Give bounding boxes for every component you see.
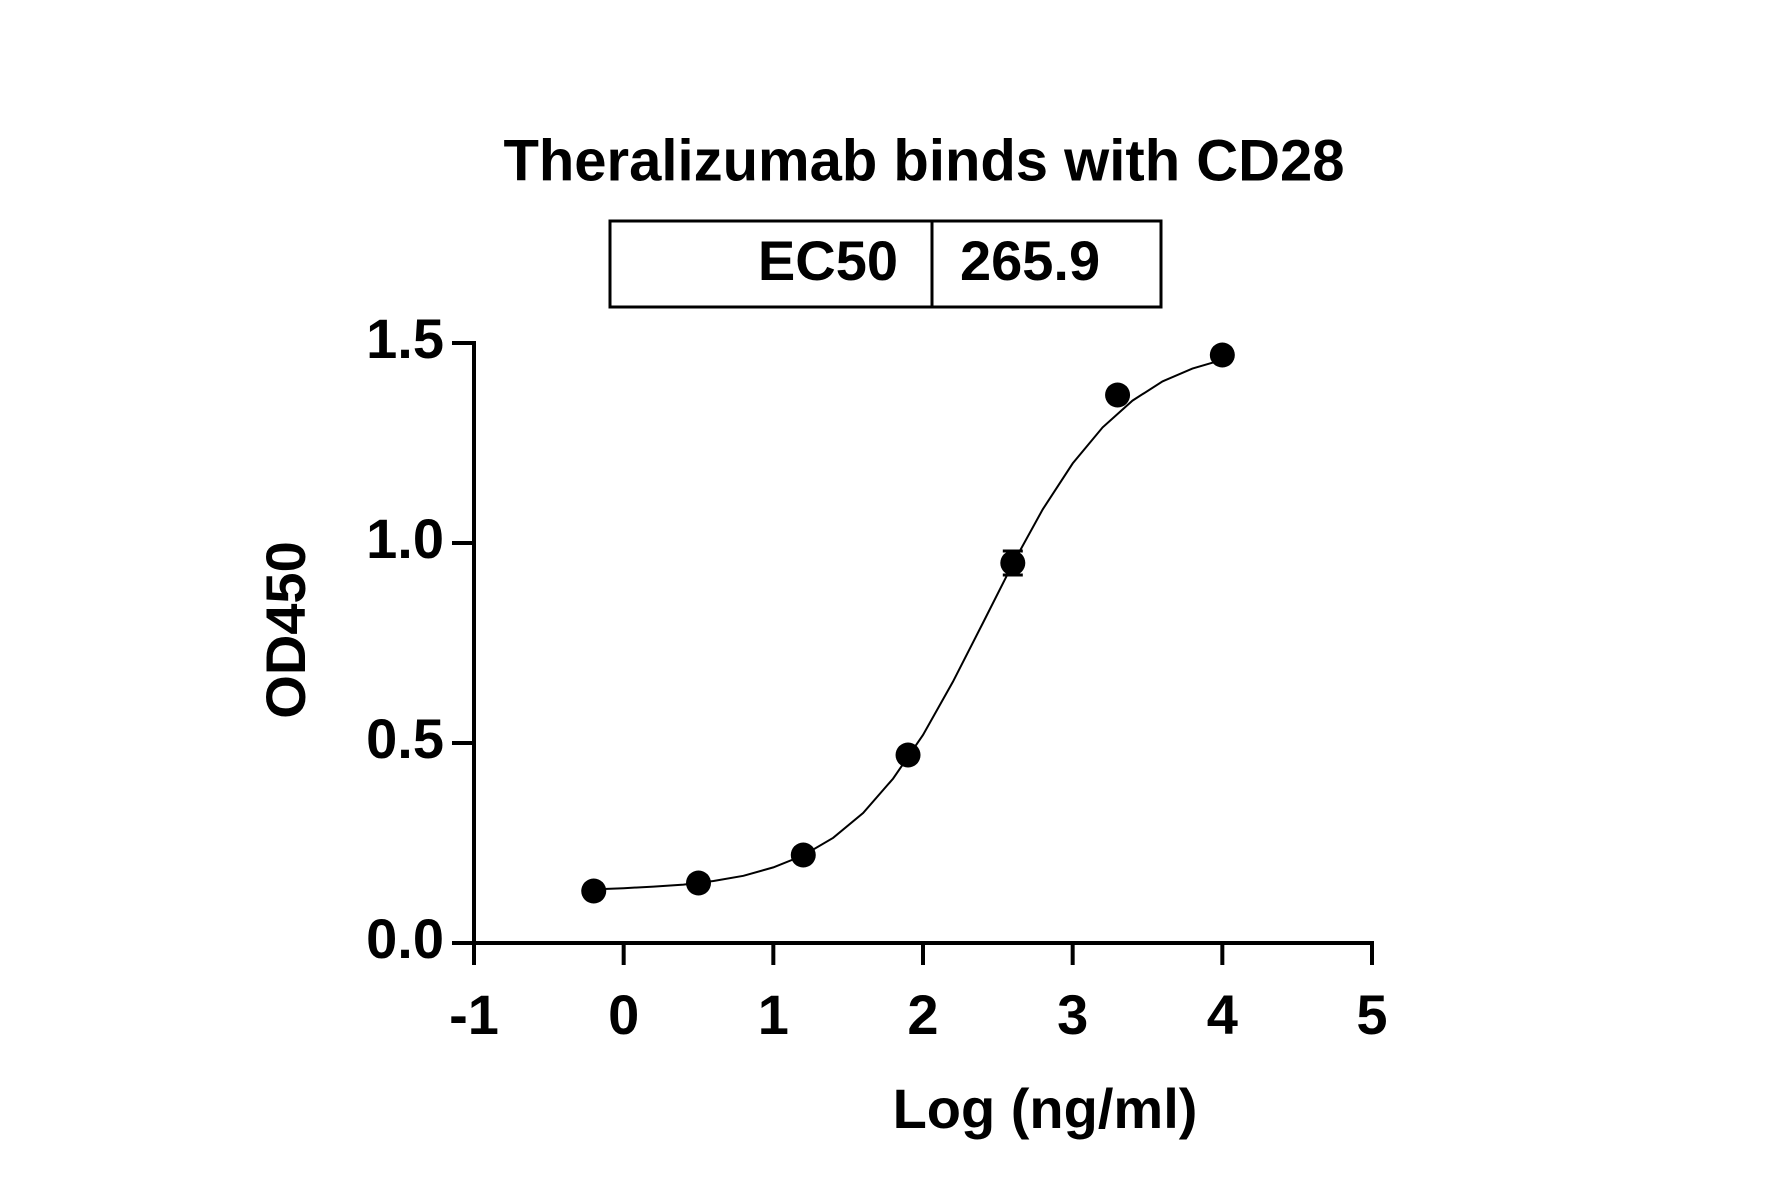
data-point [581,878,607,904]
chart-title: Theralizumab binds with CD28 [503,128,1344,193]
data-point [1209,342,1235,368]
x-tick-label: 3 [1057,983,1088,1046]
x-tick-label: 2 [907,983,938,1046]
x-tick-label: 5 [1356,983,1387,1046]
ec50-label: EC50 [758,229,898,292]
x-tick-label: -1 [449,983,499,1046]
data-point [686,870,711,896]
x-tick-label: 4 [1207,983,1238,1046]
ec50-box [608,219,1163,309]
x-axis-label: Log (ng/ml) [893,1077,1198,1140]
x-tick-label: 1 [758,983,789,1046]
data-point [1105,382,1131,408]
y-tick-label: 1.0 [366,507,444,570]
ec50-value: 265.9 [960,229,1100,292]
y-axis-label: OD450 [254,541,317,718]
x-tick-label: 0 [608,983,639,1046]
y-tick-label: 1.5 [366,307,444,370]
data-point [895,742,921,768]
y-tick-label: 0.0 [366,907,444,970]
fit-curve [593,358,1223,891]
y-tick-label: 0.5 [366,707,444,770]
data-point [1000,550,1026,576]
data-point [790,842,816,868]
